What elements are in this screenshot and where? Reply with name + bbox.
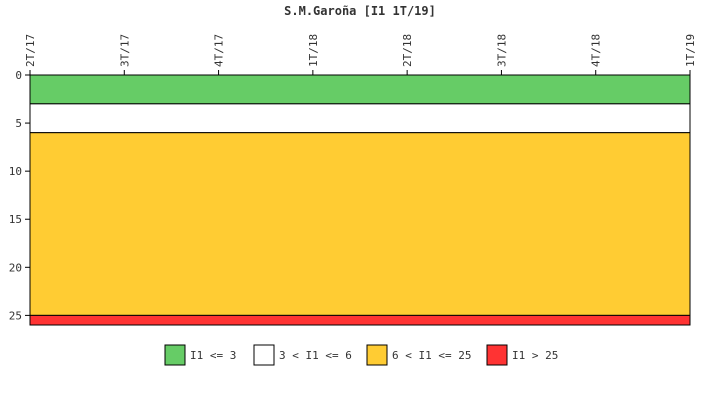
x-tick-label: 4T/17	[213, 34, 226, 67]
band-1	[29, 103, 691, 134]
y-tick-label: 10	[9, 165, 22, 178]
y-tick-label: 25	[9, 309, 22, 322]
y-tick-label: 20	[9, 261, 22, 274]
bands-layer	[29, 74, 691, 326]
band-0	[29, 74, 691, 105]
legend-swatch	[164, 344, 186, 366]
band-2	[29, 132, 691, 316]
x-tick-label: 3T/17	[118, 34, 131, 67]
x-tick-label: 1T/19	[684, 34, 697, 67]
y-tick-label: 5	[15, 117, 22, 130]
x-tick-label: 4T/18	[590, 34, 603, 67]
legend-label: I1 > 25	[512, 349, 558, 362]
legend-swatch	[486, 344, 508, 366]
y-tick-label: 15	[9, 213, 22, 226]
legend-label: 6 < I1 <= 25	[392, 349, 471, 362]
x-tick-label: 1T/18	[307, 34, 320, 67]
band-3	[29, 314, 691, 326]
x-tick-label: 2T/17	[24, 34, 37, 67]
chart-title: S.M.Garoña [I1 1T/19]	[284, 4, 436, 18]
legend: I1 <= 3 3 < I1 <= 6 6 < I1 <= 25 I1 > 25	[164, 344, 558, 366]
y-tick-label: 0	[15, 69, 22, 82]
legend-swatch	[366, 344, 388, 366]
legend-swatch	[253, 344, 275, 366]
axis-layer: 0 5 10 15 20 25 2T/17 3T/17 4T/17 1T/18 2T/18 3T/18…	[9, 34, 697, 325]
legend-label: I1 <= 3	[190, 349, 236, 362]
x-tick-label: 3T/18	[495, 34, 508, 67]
legend-label: 3 < I1 <= 6	[279, 349, 352, 362]
x-tick-label: 2T/18	[401, 34, 414, 67]
